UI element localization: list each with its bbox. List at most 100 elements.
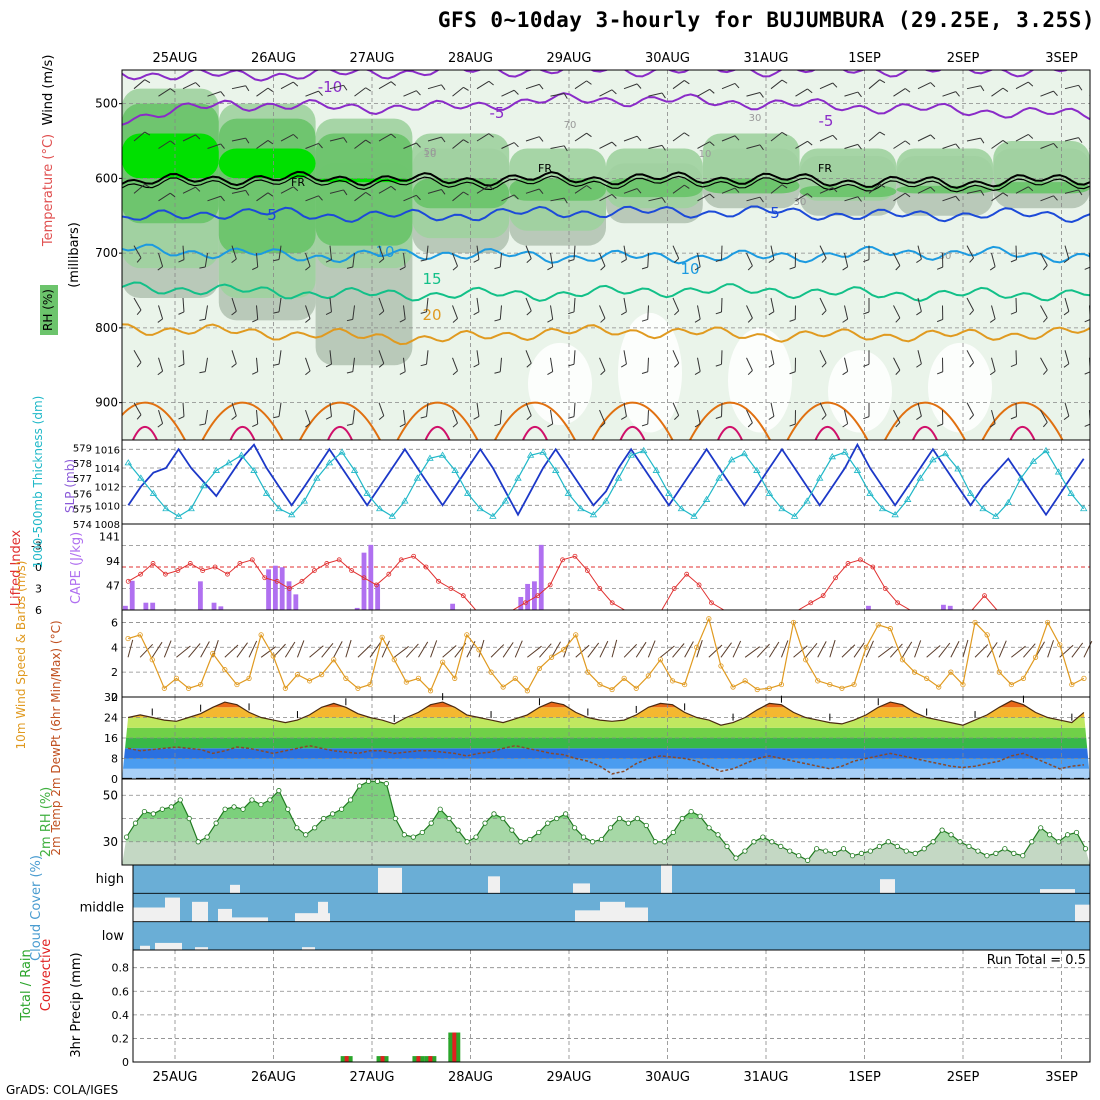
rh-axis-label: RH (%) <box>41 289 55 331</box>
wind-barb <box>476 245 480 260</box>
wind-barb-flag <box>1002 140 1009 145</box>
thickness-marker <box>124 459 132 466</box>
thickness-marker <box>765 489 774 496</box>
thickness-marker <box>979 504 987 512</box>
thickness-marker <box>137 474 145 481</box>
surface-wind-barb <box>369 642 381 658</box>
wind-axis-label: Wind (m/s) <box>41 55 56 126</box>
wind-barb <box>452 305 458 319</box>
wind-barb <box>256 357 259 372</box>
li-tick-label: 6 <box>35 604 42 617</box>
cape-bar <box>150 602 156 610</box>
wind-barb <box>697 253 701 267</box>
surface-wind-barb <box>817 641 827 658</box>
surface-wind-barb <box>926 645 941 658</box>
rh2m-marker <box>285 806 291 812</box>
wind-barb-flag <box>157 266 163 271</box>
wind-barb <box>378 297 385 312</box>
rh2m-marker <box>706 825 712 831</box>
wind-barb <box>819 402 827 416</box>
wind-barb-flag <box>611 89 617 95</box>
wind-barb-flag <box>305 422 311 428</box>
surface-wind-barb <box>708 644 723 658</box>
rh-legend-swatch <box>40 285 58 335</box>
contour-label: -10 <box>318 78 343 96</box>
wind-barb-flag <box>694 266 701 271</box>
wind-barb-flag <box>989 318 996 323</box>
cloud-block <box>302 947 315 950</box>
temp-band <box>122 727 1090 738</box>
wind-barb-flag <box>969 414 974 420</box>
thickness-marker <box>1054 468 1063 475</box>
wind10m-marker <box>887 626 893 632</box>
wind-barb <box>647 253 649 268</box>
wind-barb <box>352 253 355 268</box>
precip-conv-bar <box>380 1056 385 1062</box>
wind10m-marker <box>573 632 579 638</box>
wind10m-marker <box>597 681 603 688</box>
thickness-marker <box>715 474 723 481</box>
top-date-label: 28AUG <box>448 51 493 66</box>
thickness-marker <box>514 474 522 481</box>
contour-label: -5 <box>490 104 505 122</box>
slp-tick-label: 1010 <box>95 501 120 512</box>
thickness-marker <box>1029 457 1038 464</box>
wind-barb <box>158 192 171 202</box>
wind-barb <box>991 140 1004 149</box>
cape-bar <box>218 606 224 610</box>
wind-barb <box>182 82 196 90</box>
rh2m-marker <box>831 850 838 856</box>
wind-barb-flag <box>715 259 722 262</box>
thickness-marker <box>262 489 271 496</box>
surface-wind-barb <box>575 644 590 658</box>
wind-barb-flag <box>563 93 568 99</box>
li-marker <box>125 578 131 584</box>
wind-barb <box>158 409 164 424</box>
rh-shade-block <box>799 185 897 198</box>
wind-barb <box>672 132 685 142</box>
li-marker <box>200 568 206 573</box>
li-marker <box>895 600 901 606</box>
wind-barb-flag <box>759 196 764 203</box>
isotherm-25-arch <box>396 401 479 440</box>
rh2m-marker <box>150 811 156 817</box>
li-tick-label: -3 <box>31 540 42 553</box>
wind-barb <box>893 192 906 202</box>
wind-barb-flag <box>144 183 151 188</box>
isotherm-30-arch <box>717 425 743 440</box>
wind-barb-flag <box>473 259 480 263</box>
wind-barb-flag <box>463 86 469 91</box>
wind-barb-flag <box>220 195 225 202</box>
wind-barb-flag <box>715 311 722 315</box>
wind-barb <box>819 297 827 311</box>
wind-barb <box>917 245 922 260</box>
thickness-tick-label: 576 <box>73 489 92 500</box>
wind-barb <box>403 253 406 268</box>
wind-barb-flag <box>936 423 943 427</box>
li-marker <box>820 593 826 599</box>
thickness-marker <box>602 497 610 504</box>
cape-tick-label: 47 <box>106 580 120 593</box>
wind-barb-flag <box>325 416 332 420</box>
surface-wind-barb <box>805 642 818 658</box>
rh-band-mid <box>122 818 1090 842</box>
wind-barb <box>280 81 294 90</box>
wind-barb <box>204 410 208 425</box>
wind10m-marker <box>258 632 264 638</box>
wind-barb <box>770 402 775 417</box>
wind-barb-flag <box>1042 422 1048 428</box>
wind-barb <box>599 409 606 424</box>
wind-barb <box>499 410 502 425</box>
wind-barb <box>1040 143 1054 149</box>
wind-barb-flag <box>936 371 943 375</box>
wind-barb <box>844 253 849 267</box>
cloud-block <box>155 942 182 950</box>
wind-barb <box>427 188 442 194</box>
thickness-marker <box>728 456 736 463</box>
wind-barb-flag <box>293 186 299 192</box>
rh2m-axis-label: 2m RH (%) <box>39 787 54 858</box>
wind-barb <box>452 191 464 202</box>
rh2m-marker <box>141 808 148 815</box>
rh2m-marker <box>724 843 730 850</box>
top-date-label: 25AUG <box>152 51 197 66</box>
